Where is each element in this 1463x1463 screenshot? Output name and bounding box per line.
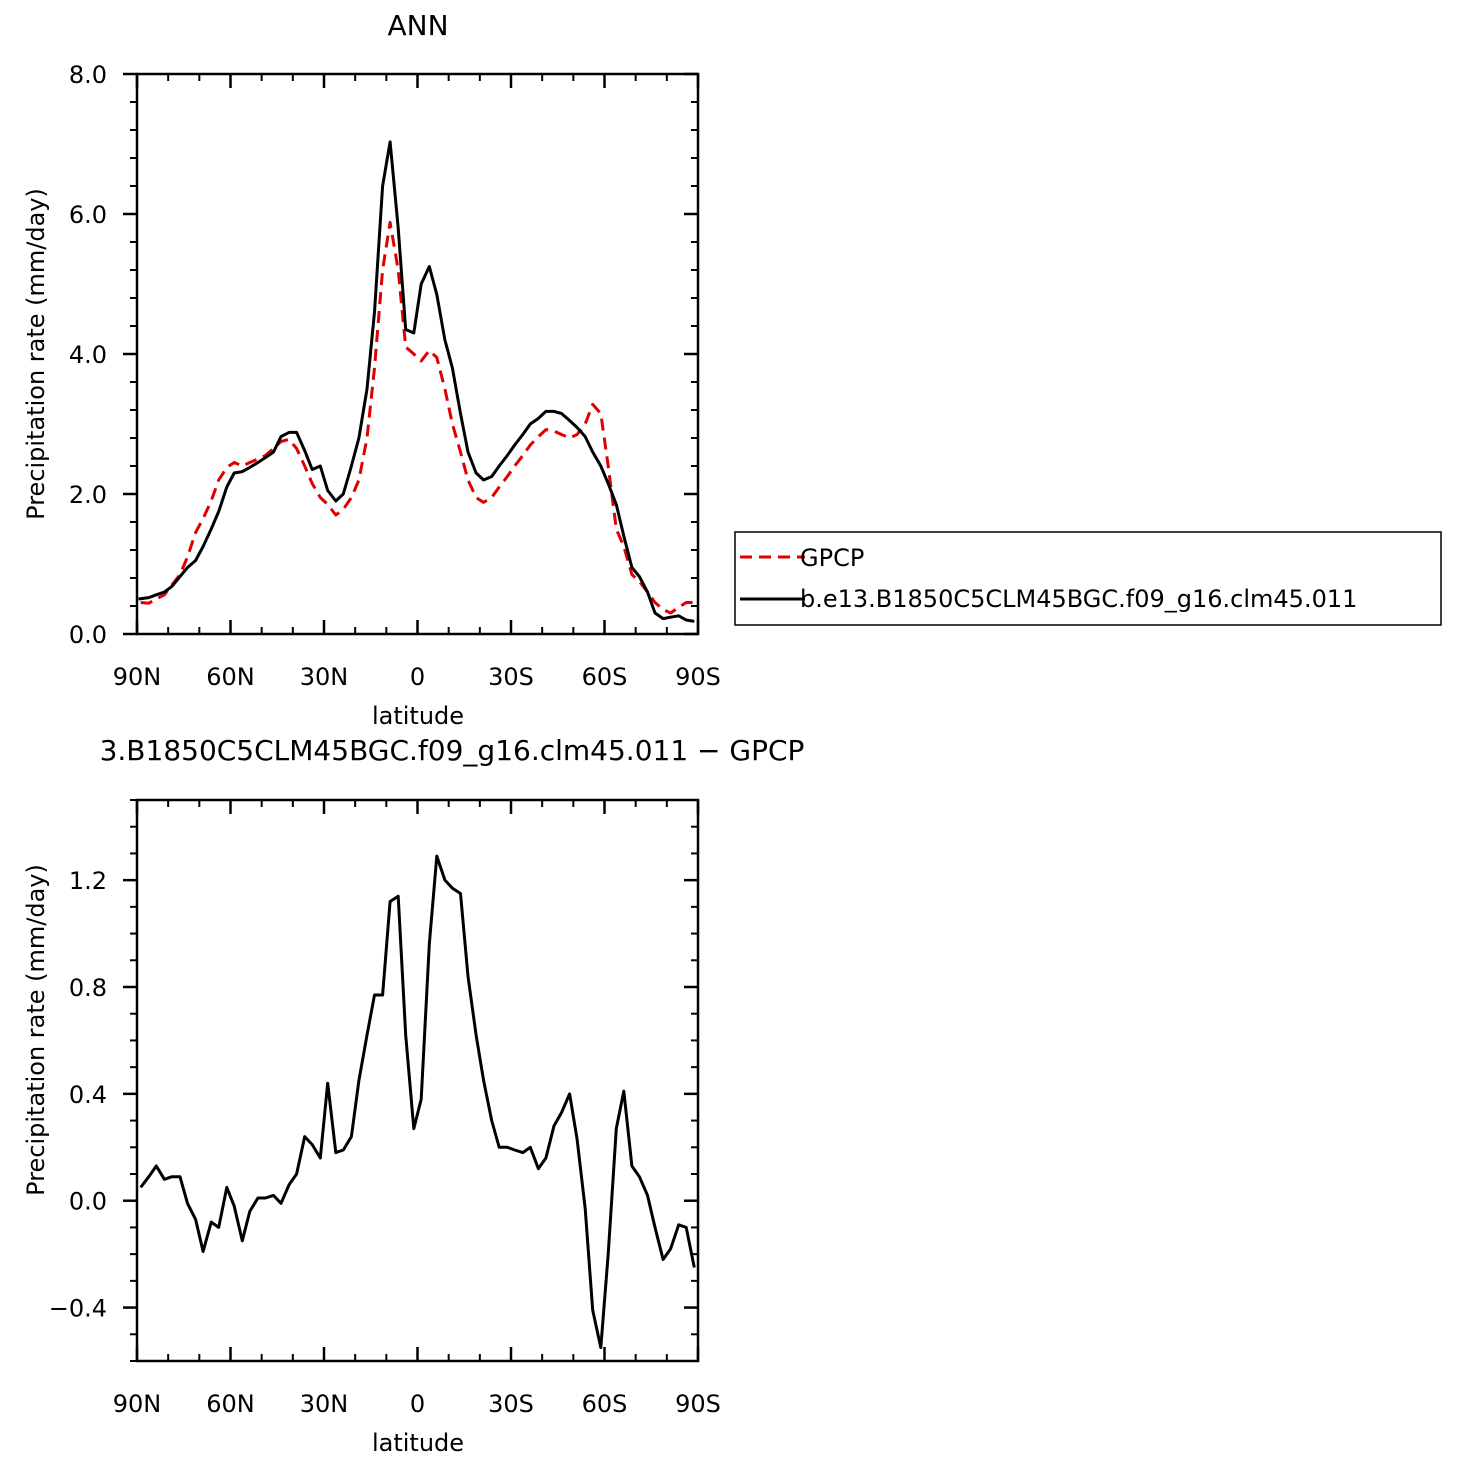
- legend-label-gpcp: GPCP: [800, 544, 864, 572]
- bottom-y-tick-label: −0.4: [49, 1295, 107, 1323]
- top-y-tick-label: 8.0: [69, 61, 107, 89]
- bottom-y-axis-label: Precipitation rate (mm/day): [22, 864, 50, 1196]
- legend-box: [734, 531, 1442, 626]
- top-y-tick-label: 4.0: [69, 341, 107, 369]
- top-x-tick-label: 30N: [300, 663, 349, 691]
- bottom-x-tick-label: 30S: [488, 1390, 534, 1418]
- legend-label-model: b.e13.B1850C5CLM45BGC.f09_g16.clm45.011: [800, 585, 1357, 613]
- top-x-axis-label: latitude: [372, 702, 464, 730]
- top-y-tick-label: 6.0: [69, 201, 107, 229]
- top-x-tick-label: 60S: [582, 663, 628, 691]
- top-chart-title: ANN: [387, 9, 448, 42]
- top-series-line-model: [138, 140, 695, 623]
- top-y-axis-label: Precipitation rate (mm/day): [22, 188, 50, 520]
- bottom-series-line-model: [139, 854, 696, 1350]
- bottom-chart-title: 3.B1850C5CLM45BGC.f09_g16.clm45.011 − GP…: [100, 734, 805, 767]
- top-x-tick-label: 60N: [206, 663, 255, 691]
- top-x-tick-label: 30S: [488, 663, 534, 691]
- bottom-x-tick-label: 60N: [206, 1390, 255, 1418]
- legend: GPCP b.e13.B1850C5CLM45BGC.f09_g16.clm45…: [734, 531, 1442, 626]
- top-x-tick-label: 0: [410, 663, 425, 691]
- bottom-y-tick-label: 0.0: [69, 1188, 107, 1216]
- top-x-tick-label: 90S: [675, 663, 721, 691]
- bottom-x-tick-label: 90S: [675, 1390, 721, 1418]
- top-series-line-gpcp: [140, 220, 695, 615]
- bottom-x-tick-label: 90N: [113, 1390, 162, 1418]
- bottom-x-tick-label: 0: [410, 1390, 425, 1418]
- bottom-y-tick-label: 1.2: [69, 867, 107, 895]
- top-panel: ANN 90N 60N 30N 0 30S 60S 90S 0.0 2.0 4.0 6.0 8.0 l…: [22, 9, 721, 730]
- top-y-tick-label: 0.0: [69, 621, 107, 649]
- bottom-x-tick-label: 60S: [582, 1390, 628, 1418]
- top-y-tick-label: 2.0: [69, 481, 107, 509]
- top-plot-frame: [135, 72, 700, 636]
- bottom-y-tick-label: 0.8: [69, 974, 107, 1002]
- bottom-x-tick-label: 30N: [300, 1390, 349, 1418]
- bottom-y-tick-label: 0.4: [69, 1081, 107, 1109]
- bottom-panel: 3.B1850C5CLM45BGC.f09_g16.clm45.011 − GP…: [22, 734, 804, 1457]
- bottom-plot-frame: [135, 798, 700, 1363]
- top-x-tick-label: 90N: [113, 663, 162, 691]
- bottom-x-axis-label: latitude: [372, 1429, 464, 1457]
